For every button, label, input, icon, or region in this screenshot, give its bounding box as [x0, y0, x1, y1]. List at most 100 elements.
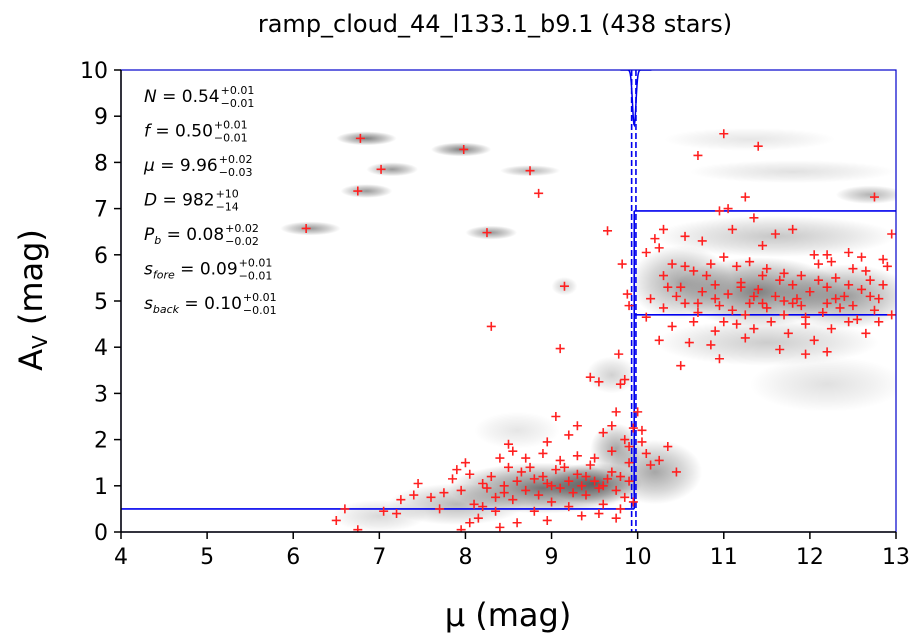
star-point [680, 231, 690, 241]
star-point [762, 303, 772, 313]
star-point [392, 509, 402, 519]
star-point [459, 144, 469, 154]
parameter-upper-error: +10 [216, 188, 239, 201]
density-blob [586, 356, 638, 394]
star-point [590, 476, 600, 486]
star-point [641, 247, 651, 257]
star-point [564, 502, 574, 512]
density-blob [331, 499, 427, 532]
star-point [581, 490, 591, 500]
star-point [572, 469, 582, 479]
star-point [654, 243, 664, 253]
star-point [822, 298, 832, 308]
star-point [822, 250, 832, 260]
star-point [478, 478, 488, 488]
parameter-annotation: μ = 9.96 [143, 156, 218, 176]
x-axis-label: μ (mag) [445, 596, 572, 634]
star-point [719, 129, 729, 139]
x-tick-label: 9 [545, 545, 559, 570]
star-point [355, 133, 365, 143]
star-point [646, 460, 656, 470]
star-point [611, 485, 621, 495]
star-point [680, 261, 690, 271]
parameter-upper-error: +0.01 [239, 257, 273, 270]
star-point [633, 407, 643, 417]
star-point [861, 266, 871, 276]
star-point [650, 234, 660, 244]
star-point [654, 335, 664, 345]
x-tick-label: 6 [286, 545, 300, 570]
density-blob [340, 184, 393, 198]
star-point [456, 525, 466, 532]
star-point [697, 236, 707, 246]
star-point [624, 476, 634, 486]
star-point [758, 271, 768, 281]
star-point [529, 474, 539, 484]
star-point [693, 298, 703, 308]
star-point [538, 472, 548, 482]
star-point [555, 344, 565, 354]
star-point [572, 451, 582, 461]
star-point [611, 407, 621, 417]
star-point [753, 141, 763, 151]
star-points [301, 129, 896, 532]
star-point [637, 437, 647, 447]
star-point [624, 301, 634, 311]
star-point [598, 499, 608, 509]
star-point [614, 349, 624, 359]
star-point [542, 515, 552, 525]
star-point [874, 317, 884, 327]
parameter-lower-error: −0.03 [219, 166, 253, 179]
star-point [779, 310, 789, 320]
star-point [577, 511, 587, 521]
density-blob [835, 185, 896, 204]
star-point [620, 375, 630, 385]
density-blob [749, 356, 896, 412]
parameter-annotation: Pb = 0.08 [144, 225, 224, 247]
star-point [460, 458, 470, 468]
y-tick-label: 10 [80, 59, 108, 84]
star-point [542, 478, 552, 488]
star-point [775, 345, 785, 355]
star-point [331, 515, 341, 525]
star-point [301, 223, 311, 233]
star-point [469, 499, 479, 509]
star-point [534, 188, 544, 198]
star-point [564, 476, 574, 486]
star-point [617, 259, 627, 269]
parameter-annotation: N = 0.54 [144, 87, 220, 107]
star-point [620, 435, 630, 445]
star-point [426, 492, 436, 502]
parameter-annotation: sback = 0.10 [144, 294, 242, 316]
y-tick-label: 8 [94, 151, 108, 176]
star-point [814, 259, 823, 269]
star-point [869, 192, 879, 202]
star-point [607, 421, 617, 431]
parameter-legend: N = 0.54 +0.01−0.01f = 0.50 +0.01−0.01μ = … [143, 84, 277, 317]
star-point [620, 492, 630, 502]
star-point [512, 476, 522, 486]
star-point [844, 317, 854, 327]
star-point [508, 495, 518, 505]
star-point [504, 439, 513, 449]
star-point [628, 497, 638, 507]
star-point [659, 303, 668, 313]
star-point [508, 446, 518, 456]
star-point [448, 474, 458, 484]
star-point [435, 504, 445, 514]
star-point [857, 284, 867, 294]
star-point [637, 425, 647, 435]
star-point [572, 421, 582, 431]
star-point [624, 458, 634, 468]
star-point [564, 430, 574, 440]
x-tick-label: 7 [372, 545, 386, 570]
x-tick-label: 13 [882, 545, 910, 570]
star-point [835, 303, 845, 313]
star-point [788, 280, 798, 290]
star-point [736, 282, 746, 292]
density-blob [607, 439, 703, 505]
star-point [590, 453, 600, 463]
star-point [628, 423, 638, 433]
star-point [452, 465, 462, 475]
